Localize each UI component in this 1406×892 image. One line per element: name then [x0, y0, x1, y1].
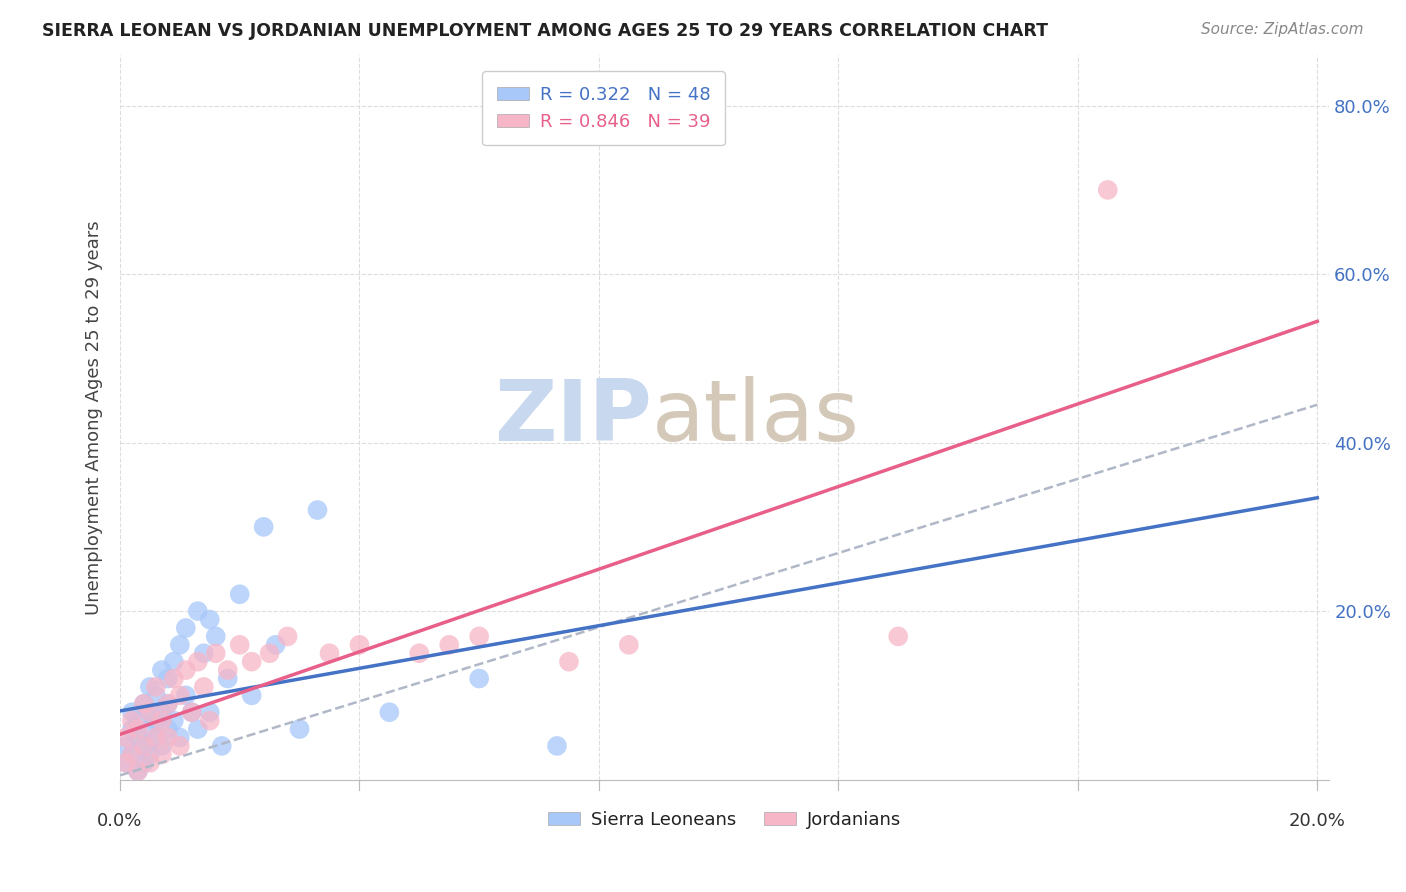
- Point: [156, 731, 179, 745]
- Point: [187, 655, 209, 669]
- Point: [187, 722, 209, 736]
- Point: [132, 739, 155, 753]
- Point: [193, 680, 215, 694]
- Point: [174, 689, 197, 703]
- Point: [198, 705, 221, 719]
- Point: [318, 646, 340, 660]
- Legend: Sierra Leoneans, Jordanians: Sierra Leoneans, Jordanians: [541, 804, 908, 836]
- Point: [198, 714, 221, 728]
- Point: [121, 705, 143, 719]
- Point: [132, 697, 155, 711]
- Point: [204, 646, 226, 660]
- Point: [139, 705, 162, 719]
- Point: [468, 629, 491, 643]
- Point: [150, 705, 173, 719]
- Point: [174, 621, 197, 635]
- Point: [264, 638, 287, 652]
- Point: [240, 655, 263, 669]
- Point: [145, 714, 167, 728]
- Point: [121, 747, 143, 762]
- Point: [121, 722, 143, 736]
- Point: [132, 697, 155, 711]
- Point: [156, 697, 179, 711]
- Point: [259, 646, 281, 660]
- Point: [439, 638, 461, 652]
- Point: [169, 689, 191, 703]
- Point: [145, 689, 167, 703]
- Point: [150, 747, 173, 762]
- Point: [156, 697, 179, 711]
- Point: [174, 663, 197, 677]
- Point: [169, 739, 191, 753]
- Point: [163, 672, 186, 686]
- Point: [193, 646, 215, 660]
- Point: [349, 638, 371, 652]
- Point: [169, 731, 191, 745]
- Text: ZIP: ZIP: [495, 376, 652, 458]
- Point: [115, 756, 138, 770]
- Point: [145, 680, 167, 694]
- Point: [887, 629, 910, 643]
- Point: [139, 705, 162, 719]
- Point: [163, 714, 186, 728]
- Point: [127, 764, 149, 779]
- Point: [217, 672, 239, 686]
- Point: [288, 722, 311, 736]
- Point: [139, 756, 162, 770]
- Point: [211, 739, 233, 753]
- Point: [132, 756, 155, 770]
- Point: [169, 638, 191, 652]
- Point: [121, 747, 143, 762]
- Point: [145, 731, 167, 745]
- Point: [558, 655, 581, 669]
- Point: [163, 655, 186, 669]
- Text: atlas: atlas: [652, 376, 860, 458]
- Point: [240, 689, 263, 703]
- Point: [127, 731, 149, 745]
- Point: [150, 739, 173, 753]
- Point: [180, 705, 202, 719]
- Point: [217, 663, 239, 677]
- Point: [156, 722, 179, 736]
- Point: [139, 680, 162, 694]
- Point: [156, 672, 179, 686]
- Point: [121, 714, 143, 728]
- Point: [307, 503, 329, 517]
- Point: [132, 739, 155, 753]
- Point: [546, 739, 568, 753]
- Text: 20.0%: 20.0%: [1289, 812, 1346, 830]
- Point: [115, 731, 138, 745]
- Point: [180, 705, 202, 719]
- Point: [115, 739, 138, 753]
- Point: [127, 764, 149, 779]
- Point: [127, 714, 149, 728]
- Point: [150, 663, 173, 677]
- Point: [198, 613, 221, 627]
- Text: 0.0%: 0.0%: [97, 812, 142, 830]
- Point: [253, 520, 276, 534]
- Point: [204, 629, 226, 643]
- Text: Source: ZipAtlas.com: Source: ZipAtlas.com: [1201, 22, 1364, 37]
- Y-axis label: Unemployment Among Ages 25 to 29 years: Unemployment Among Ages 25 to 29 years: [86, 220, 103, 615]
- Point: [408, 646, 430, 660]
- Point: [150, 714, 173, 728]
- Point: [127, 722, 149, 736]
- Point: [378, 705, 401, 719]
- Point: [228, 587, 250, 601]
- Point: [115, 756, 138, 770]
- Point: [228, 638, 250, 652]
- Point: [1097, 183, 1119, 197]
- Point: [145, 731, 167, 745]
- Point: [277, 629, 299, 643]
- Point: [187, 604, 209, 618]
- Point: [139, 747, 162, 762]
- Point: [468, 672, 491, 686]
- Text: SIERRA LEONEAN VS JORDANIAN UNEMPLOYMENT AMONG AGES 25 TO 29 YEARS CORRELATION C: SIERRA LEONEAN VS JORDANIAN UNEMPLOYMENT…: [42, 22, 1049, 40]
- Point: [617, 638, 640, 652]
- Point: [139, 722, 162, 736]
